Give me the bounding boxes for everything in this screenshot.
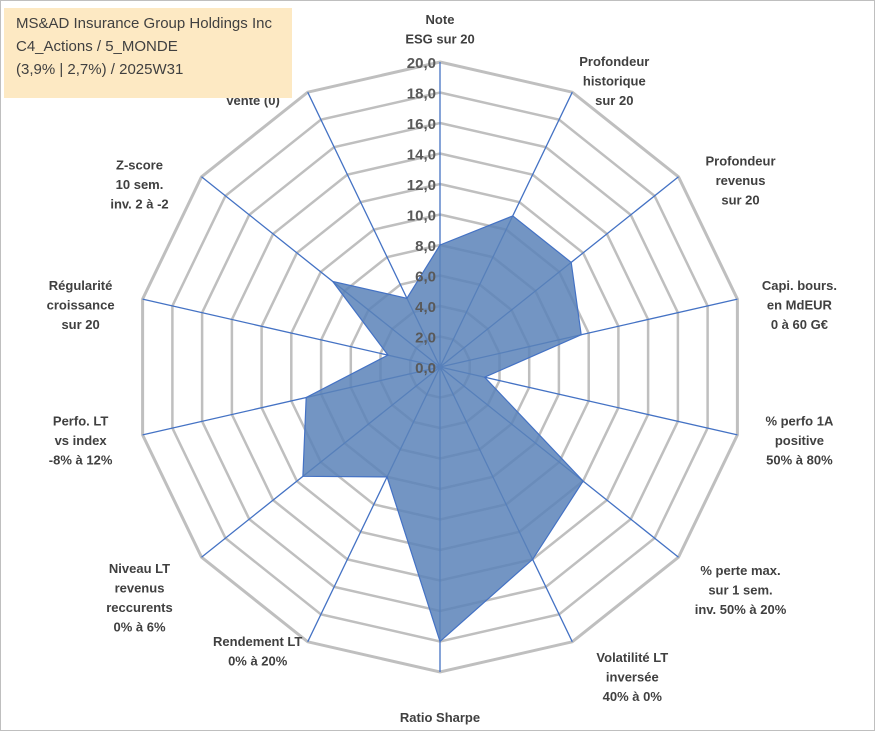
category-path: C4_Actions / 5_MONDE [16, 38, 178, 55]
radial-tick-label: 20,0 [407, 55, 436, 72]
radial-tick-label: 12,0 [407, 177, 436, 194]
axis-label: Profondeur revenus sur 20 [705, 154, 775, 208]
radial-tick-label: 4,0 [415, 299, 436, 316]
radial-tick-label: 14,0 [407, 147, 436, 164]
axis-spoke [439, 366, 738, 436]
radial-tick-label: 10,0 [407, 208, 436, 225]
axis-label: % perte max. sur 1 sem. inv. 50% à 20% [695, 563, 787, 617]
axis-label: Perfo. LT vs index -8% à 12% [49, 414, 113, 468]
radial-tick-label: 8,0 [415, 238, 436, 255]
axis-label: Capi. bours. en MdEUR 0 à 60 G€ [762, 278, 837, 332]
axis-label: Volatilité LT inversée 40% à 0% [596, 650, 668, 704]
title-box: MS&AD Insurance Group Holdings Inc C4_Ac… [4, 8, 292, 98]
axis-label: Z-score 10 sem. inv. 2 à -2 [110, 158, 168, 212]
company-name: MS&AD Insurance Group Holdings Inc [16, 15, 272, 32]
axis-label: Régularité croissance sur 20 [47, 278, 115, 332]
radar-series-area [302, 215, 584, 643]
radial-tick-label: 0,0 [415, 360, 436, 377]
axis-label: Profondeur historique sur 20 [579, 54, 649, 108]
axis-label: % perfo 1A positive 50% à 80% [765, 414, 834, 468]
radial-tick-label: 18,0 [407, 86, 436, 103]
radial-tick-label: 2,0 [415, 330, 436, 347]
radial-tick-label: 6,0 [415, 269, 436, 286]
axis-label: Niveau LT revenus reccurents 0% à 6% [106, 561, 172, 635]
rates-and-week: (3,9% | 2,7%) / 2025W31 [16, 61, 184, 78]
axis-label: Rendement LT 0% à 20% [213, 634, 302, 669]
radial-tick-label: 16,0 [407, 116, 436, 133]
axis-label: Note ESG sur 20 [405, 12, 474, 47]
radial-tick-labels: 0,0 2,0 4,0 6,0 8,0 10,0 12,0 14,0 16,0 18,0 20,0 [407, 55, 436, 377]
axis-label: Ratio Sharpe0 à 1 [400, 710, 480, 731]
